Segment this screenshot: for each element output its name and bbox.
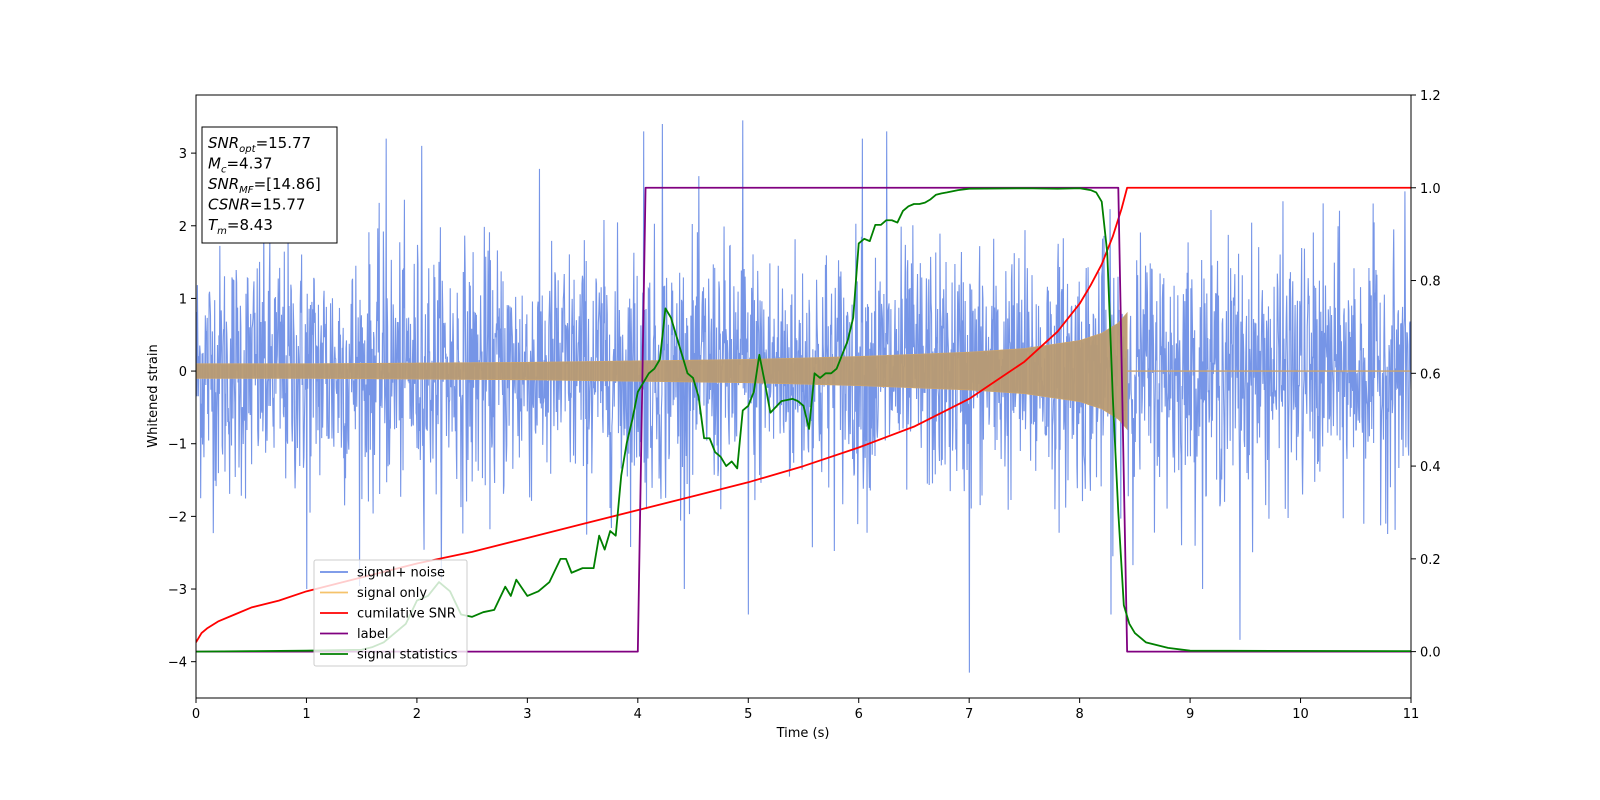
- x-axis: 0 1 2 3 4 5 6 7 8 9 10 11: [192, 698, 1419, 722]
- x-tick-label: 2: [413, 707, 421, 722]
- x-tick-label: 4: [634, 707, 642, 722]
- y2-tick-label: 0.8: [1420, 275, 1441, 290]
- legend-label-signal-statistics: signal statistics: [357, 648, 458, 663]
- info-line-csnr: CSNR=15.77: [208, 196, 305, 214]
- y-tick-label: −2: [168, 510, 187, 525]
- y-tick-label: 1: [179, 292, 187, 307]
- y2-tick-label: 1.2: [1420, 89, 1441, 104]
- x-tick-label: 10: [1292, 707, 1309, 722]
- x-tick-label: 8: [1075, 707, 1083, 722]
- legend: signal+ noise signal only cumilative SNR la…: [313, 559, 468, 667]
- x-tick-label: 9: [1186, 707, 1194, 722]
- x-tick-label: 11: [1403, 707, 1420, 722]
- series-signal-statistics: [196, 187, 1411, 653]
- y2-tick-label: 1.0: [1420, 182, 1441, 197]
- info-line-snropt: SNRopt=15.77: [208, 134, 311, 155]
- y-tick-label: −4: [168, 656, 187, 671]
- info-line-mc: Mc=4.37: [208, 155, 272, 176]
- info-line-tm: Tm=8.43: [208, 216, 273, 237]
- y2-tick-label: 0.0: [1420, 646, 1441, 661]
- y-tick-label: −3: [168, 583, 187, 598]
- y-axis-right: 0.0 0.2 0.4 0.6 0.8 1.0 1.2: [1411, 89, 1441, 661]
- x-tick-label: 1: [302, 707, 310, 722]
- legend-label-label: label: [357, 627, 388, 642]
- y-tick-label: −1: [168, 438, 187, 453]
- x-tick-label: 0: [192, 707, 200, 722]
- series-signal-only: [196, 311, 1128, 431]
- legend-frame: [313, 559, 468, 667]
- y2-tick-label: 0.6: [1420, 367, 1441, 382]
- series-layer: [196, 120, 1411, 673]
- y-tick-label: 0: [179, 365, 187, 380]
- info-box: SNRopt=15.77Mc=4.37SNRMF=[14.86]CSNR=15.…: [201, 126, 338, 244]
- x-tick-label: 5: [744, 707, 752, 722]
- legend-label-cumilative-snr: cumilative SNR: [357, 607, 456, 622]
- y-tick-label: 2: [179, 220, 187, 235]
- y2-tick-label: 0.4: [1420, 460, 1441, 475]
- legend-label-signal-noise: signal+ noise: [357, 566, 445, 581]
- x-tick-label: 7: [965, 707, 973, 722]
- series-label: [196, 186, 1411, 653]
- series-cumilative-snr: [196, 186, 1411, 643]
- y-axis-label: Whitened strain: [146, 344, 161, 447]
- legend-label-signal-only: signal only: [357, 586, 427, 601]
- info-line-snrmf: SNRMF=[14.86]: [208, 175, 321, 196]
- y-axis-left: −4 −3 −2 −1 0 1 2 3: [168, 147, 196, 671]
- info-box-frame: [201, 126, 338, 244]
- x-tick-label: 3: [523, 707, 531, 722]
- plot-frame: [195, 94, 1412, 699]
- y2-tick-label: 0.2: [1420, 553, 1441, 568]
- y-tick-label: 3: [179, 147, 187, 162]
- x-tick-label: 6: [855, 707, 863, 722]
- x-axis-label: Time (s): [776, 726, 830, 741]
